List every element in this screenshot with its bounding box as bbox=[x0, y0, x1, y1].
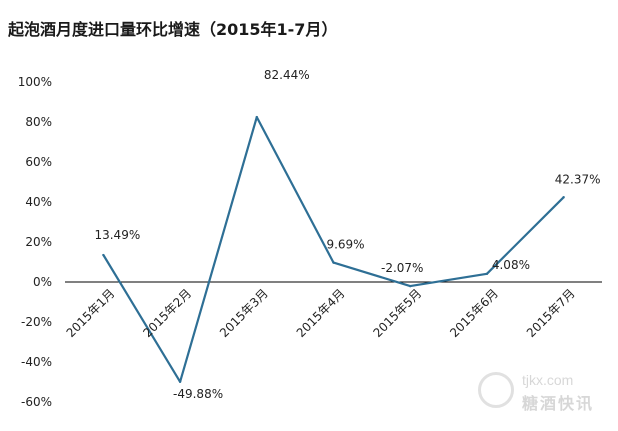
x-axis-categories: 2015年1月 2015年2月 2015年3月 2015年4月 2015年5月 2015年… bbox=[64, 286, 578, 340]
y-tick-label: -20% bbox=[21, 315, 52, 329]
y-tick-label: 0% bbox=[33, 275, 52, 289]
y-axis-ticks: 100% 80% 60% 40% 20% 0% -20% -40% -60% bbox=[18, 75, 52, 409]
data-point bbox=[255, 115, 258, 119]
data-label: 4.08% bbox=[492, 258, 530, 272]
data-point bbox=[178, 380, 182, 383]
watermark-icon bbox=[478, 372, 514, 408]
series-line-group bbox=[102, 115, 565, 383]
x-category-label: 2015年1月 bbox=[64, 286, 118, 340]
chart-title: 起泡酒月度进口量环比增速（2015年1-7月） bbox=[8, 20, 338, 39]
y-tick-label: 60% bbox=[25, 155, 52, 169]
y-tick-label: 80% bbox=[25, 115, 52, 129]
y-tick-label: -60% bbox=[21, 395, 52, 409]
y-tick-label: 40% bbox=[25, 195, 52, 209]
data-label: -49.88% bbox=[173, 387, 223, 401]
watermark-logo: tjkx.com 糖酒快讯 bbox=[478, 372, 608, 416]
x-category-label: 2015年2月 bbox=[140, 286, 194, 340]
data-point bbox=[485, 272, 489, 276]
watermark-name: 糖酒快讯 bbox=[522, 394, 595, 413]
data-labels: 13.49% -49.88% 82.44% 9.69% -2.07% 4.08% 42.37… bbox=[94, 68, 600, 401]
x-category-label: 2015年4月 bbox=[294, 286, 348, 340]
data-point bbox=[332, 261, 335, 264]
data-label: -2.07% bbox=[381, 261, 423, 275]
data-point bbox=[562, 196, 565, 199]
data-label: 42.37% bbox=[555, 172, 601, 186]
data-label: 13.49% bbox=[94, 228, 140, 242]
x-category-label: 2015年6月 bbox=[447, 286, 501, 340]
data-point bbox=[409, 284, 412, 288]
watermark-site: tjkx.com bbox=[522, 372, 574, 388]
y-tick-label: -40% bbox=[21, 355, 52, 369]
data-label: 9.69% bbox=[326, 238, 364, 252]
data-point bbox=[102, 253, 105, 257]
x-category-label: 2015年5月 bbox=[370, 286, 424, 340]
x-category-label: 2015年3月 bbox=[217, 286, 271, 340]
y-tick-label: 100% bbox=[18, 75, 52, 89]
x-category-label: 2015年7月 bbox=[524, 286, 578, 340]
data-label: 82.44% bbox=[264, 68, 310, 82]
y-tick-label: 20% bbox=[25, 235, 52, 249]
